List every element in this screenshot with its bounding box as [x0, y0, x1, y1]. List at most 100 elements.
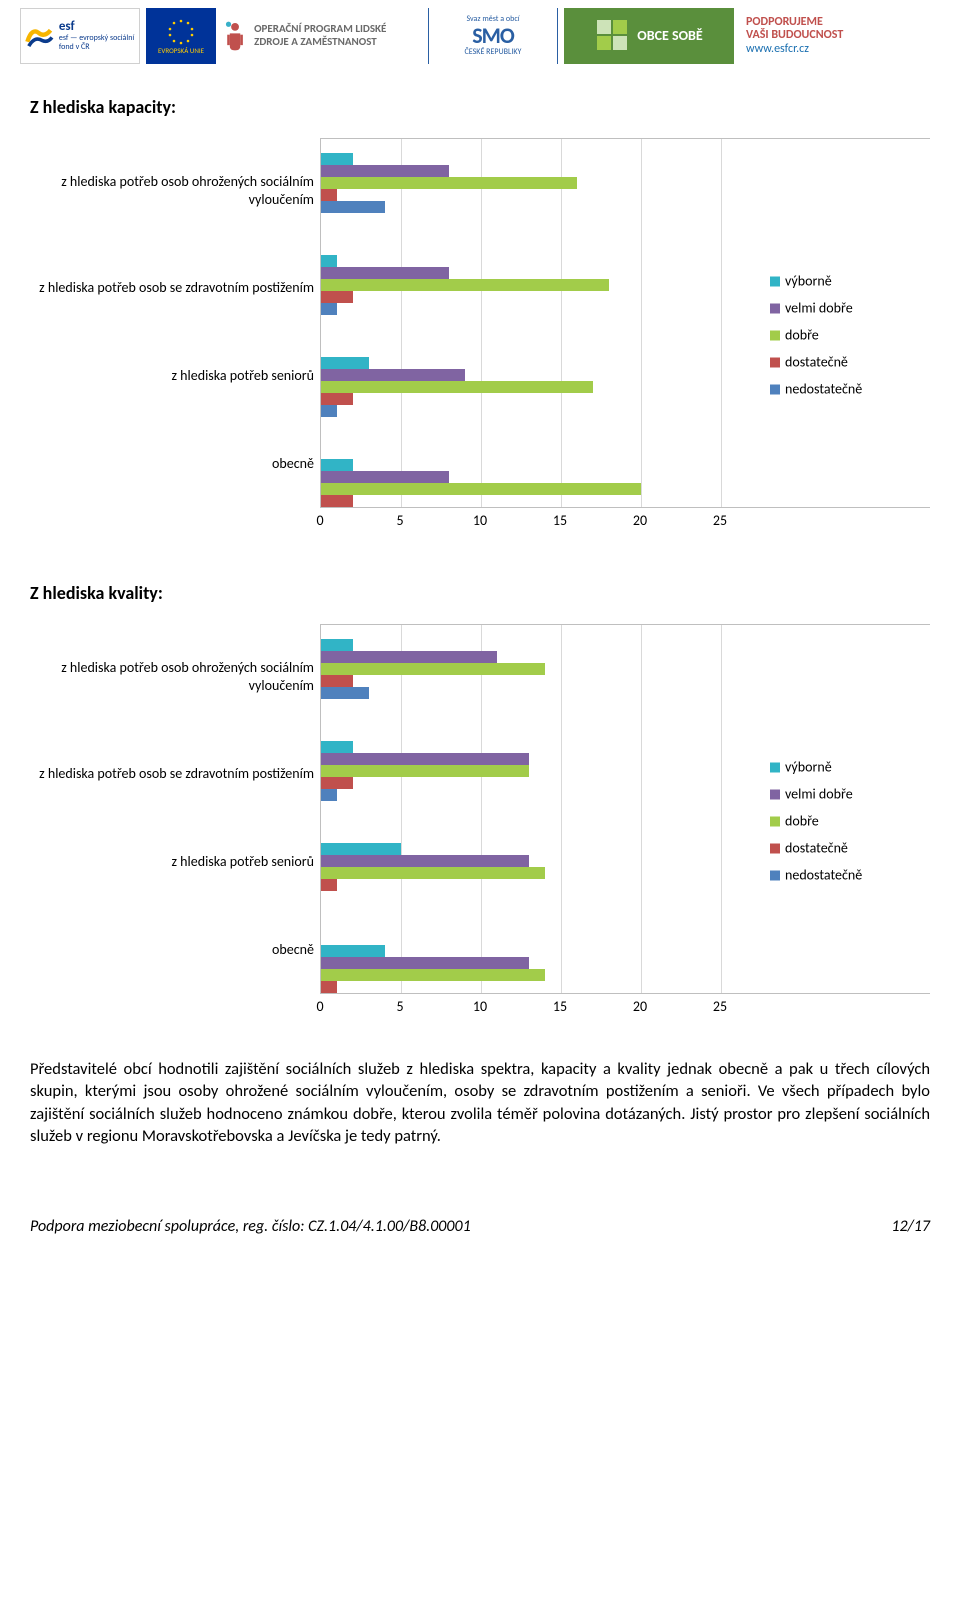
- bar: [321, 879, 337, 891]
- legend-item: dobře: [770, 813, 950, 830]
- x-tick: 15: [553, 512, 567, 529]
- eu-flag-label: EVROPSKÁ UNIE: [158, 47, 204, 55]
- legend-swatch: [770, 843, 780, 853]
- legend-swatch: [770, 870, 780, 880]
- x-tick: 10: [473, 512, 487, 529]
- legend-label: výborně: [785, 759, 832, 776]
- y-axis-labels: z hlediska potřeb osob ohrožených sociál…: [30, 624, 320, 994]
- bar: [321, 369, 465, 381]
- legend-swatch: [770, 357, 780, 367]
- bar: [321, 687, 369, 699]
- bar: [321, 957, 529, 969]
- bar: [321, 663, 545, 675]
- legend-item: dobře: [770, 327, 950, 344]
- x-tick: 25: [713, 512, 727, 529]
- legend-label: nedostatečně: [785, 381, 862, 398]
- category-label: z hlediska potřeb osob ohrožených sociál…: [30, 165, 314, 217]
- smo-logo: Svaz měst a obcí SMO ČESKÉ REPUBLIKY: [428, 8, 558, 64]
- bar: [321, 153, 353, 165]
- bar: [321, 459, 353, 471]
- category-label: z hlediska potřeb osob ohrožených sociál…: [30, 651, 314, 703]
- bar: [321, 381, 593, 393]
- x-tick: 20: [633, 512, 647, 529]
- legend-swatch: [770, 276, 780, 286]
- eu-flag-logo: EVROPSKÁ UNIE: [146, 8, 216, 64]
- legend-swatch: [770, 789, 780, 799]
- legend-label: dobře: [785, 327, 819, 344]
- category-label: z hlediska potřeb osob se zdravotním pos…: [30, 757, 314, 791]
- bar: [321, 303, 337, 315]
- bar: [321, 969, 545, 981]
- bar: [321, 789, 337, 801]
- obce-sobe-text: OBCE SOBĚ: [637, 28, 702, 43]
- legend-item: výborně: [770, 273, 950, 290]
- esf-sub: esf — evropský sociální fond v ČR: [59, 33, 134, 52]
- legend-swatch: [770, 303, 780, 313]
- puzzle-icon: [595, 18, 631, 54]
- chart-capacity: z hlediska potřeb osob ohrožených sociál…: [30, 138, 930, 532]
- bar: [321, 189, 337, 201]
- section1-title: Z hlediska kapacity:: [0, 76, 960, 128]
- category-label: z hlediska potřeb osob se zdravotním pos…: [30, 271, 314, 305]
- bar: [321, 405, 337, 417]
- category-label: z hlediska potřeb seniorů: [30, 845, 314, 879]
- category-label: z hlediska potřeb seniorů: [30, 359, 314, 393]
- podporujeme-logo: PODPORUJEME VAŠI BUDOUCNOST www.esfcr.cz: [740, 8, 910, 64]
- x-tick: 5: [396, 512, 403, 529]
- op-lzz-icon: [222, 12, 248, 60]
- x-tick: 5: [396, 998, 403, 1015]
- legend-item: dostatečně: [770, 840, 950, 857]
- bar: [321, 741, 353, 753]
- bar: [321, 639, 353, 651]
- bar-group: [321, 153, 930, 213]
- x-tick: 0: [316, 998, 323, 1015]
- footer-left: Podpora meziobecní spolupráce, reg. čísl…: [30, 1217, 471, 1236]
- bar: [321, 753, 529, 765]
- legend-label: velmi dobře: [785, 786, 853, 803]
- op-lzz-logo: OPERAČNÍ PROGRAM LIDSKÉ ZDROJE A ZAMĚSTN…: [222, 8, 422, 64]
- y-axis-labels: z hlediska potřeb osob ohrožených sociál…: [30, 138, 320, 508]
- legend-item: velmi dobře: [770, 786, 950, 803]
- esf-logo: esf esf — evropský sociální fond v ČR: [20, 8, 140, 64]
- legend-label: výborně: [785, 273, 832, 290]
- legend-label: nedostatečně: [785, 867, 862, 884]
- bar: [321, 765, 529, 777]
- bar-group: [321, 639, 930, 699]
- legend-swatch: [770, 762, 780, 772]
- x-tick: 15: [553, 998, 567, 1015]
- body-paragraph: Představitelé obcí hodnotili zajištění s…: [0, 1048, 960, 1147]
- header-logos: esf esf — evropský sociální fond v ČR EV…: [0, 0, 960, 76]
- legend-swatch: [770, 330, 780, 340]
- x-tick: 25: [713, 998, 727, 1015]
- category-label: obecně: [30, 933, 314, 967]
- bar: [321, 393, 353, 405]
- legend-swatch: [770, 384, 780, 394]
- bar: [321, 471, 449, 483]
- legend-item: velmi dobře: [770, 300, 950, 317]
- category-label: obecně: [30, 447, 314, 481]
- legend-label: dostatečně: [785, 840, 848, 857]
- legend: výborně velmi dobře dobře dostatečně ned…: [770, 759, 950, 884]
- bar: [321, 675, 353, 687]
- legend-item: dostatečně: [770, 354, 950, 371]
- x-tick: 20: [633, 998, 647, 1015]
- footer: Podpora meziobecní spolupráce, reg. čísl…: [0, 1147, 960, 1256]
- footer-right: 12/17: [891, 1217, 930, 1236]
- x-tick: 10: [473, 998, 487, 1015]
- bar: [321, 357, 369, 369]
- bar: [321, 279, 609, 291]
- bar: [321, 495, 353, 507]
- bar: [321, 291, 353, 303]
- smo-main: SMO: [472, 24, 514, 48]
- bar: [321, 165, 449, 177]
- bar-group: [321, 945, 930, 1005]
- section2-title: Z hlediska kvality:: [0, 562, 960, 614]
- op-lzz-text: OPERAČNÍ PROGRAM LIDSKÉ ZDROJE A ZAMĚSTN…: [254, 23, 422, 48]
- bar: [321, 483, 641, 495]
- bar: [321, 201, 385, 213]
- podporujeme-url: www.esfcr.cz: [746, 43, 809, 56]
- obce-sobe-logo: OBCE SOBĚ: [564, 8, 734, 64]
- legend: výborně velmi dobře dobře dostatečně ned…: [770, 273, 950, 398]
- bar: [321, 177, 577, 189]
- esf-title: esf: [59, 19, 75, 34]
